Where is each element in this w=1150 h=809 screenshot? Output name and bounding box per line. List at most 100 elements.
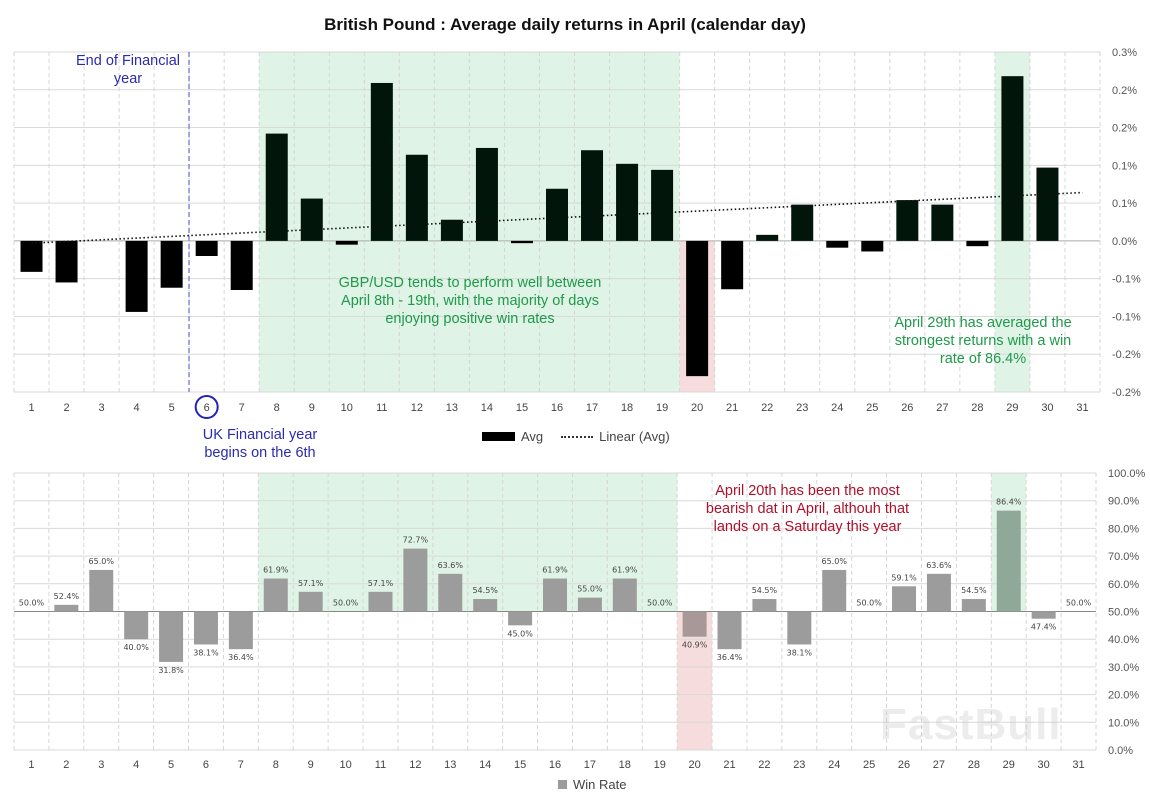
data-label-winrate: 57.1%: [368, 579, 394, 588]
data-label-winrate: 54.5%: [961, 586, 987, 595]
data-label-winrate: 50.0%: [1066, 599, 1092, 608]
data-label-winrate: 61.9%: [612, 566, 638, 575]
x-tick-label: 30: [1041, 402, 1053, 414]
data-label-winrate: 38.1%: [193, 648, 219, 657]
x-tick-label: 7: [238, 759, 244, 771]
data-label-winrate: 63.6%: [438, 561, 464, 570]
data-label-winrate: 54.5%: [752, 586, 778, 595]
x-tick-label: 16: [549, 759, 561, 771]
y-tick-label: 20.0%: [1108, 690, 1139, 702]
y-tick-label: 0.1%: [1112, 198, 1137, 210]
bar-winrate-day-8: [263, 578, 288, 612]
y-tick-label: 0.3%: [1112, 47, 1137, 59]
bar-avg-day-21: [721, 240, 744, 290]
bar-avg-day-1: [20, 240, 43, 272]
x-tick-label: 4: [133, 759, 139, 771]
annotation-gbp-range: GBP/USD tends to perform well between Ap…: [338, 275, 602, 327]
x-tick-label: 29: [1003, 759, 1015, 771]
trendline-linear-avg: [31, 191, 1083, 244]
bar-avg-day-2: [55, 240, 78, 283]
y-tick-label: 0.0%: [1108, 745, 1133, 757]
x-tick-label: 21: [723, 759, 735, 771]
bar-winrate-day-27: [926, 573, 951, 612]
y-tick-label: 0.2%: [1112, 85, 1137, 97]
data-label-winrate: 72.7%: [403, 536, 429, 545]
bar-avg-day-29: [1001, 76, 1024, 241]
x-tick-label: 12: [409, 759, 421, 771]
data-label-winrate: 50.0%: [19, 599, 45, 608]
legend-top: Avg Linear (Avg): [482, 429, 670, 444]
annotation-end-fy: End of Financial year: [76, 53, 180, 87]
data-label-winrate: 61.9%: [542, 566, 568, 575]
legend-avg-swatch: [482, 432, 515, 441]
bar-avg-day-18: [616, 163, 639, 241]
y-tick-label: -0.2%: [1112, 387, 1141, 399]
y-tick-label: 90.0%: [1108, 496, 1139, 508]
x-tick-label: 31: [1072, 759, 1084, 771]
x-tick-label: 8: [273, 759, 279, 771]
bar-winrate-day-12: [403, 548, 428, 612]
x-tick-label: 3: [98, 759, 104, 771]
bar-winrate-day-5: [159, 611, 184, 662]
y-tick-label: 0.0%: [1112, 236, 1137, 248]
data-label-winrate: 50.0%: [333, 599, 359, 608]
bar-winrate-day-4: [124, 611, 149, 640]
x-tick-label: 18: [619, 759, 631, 771]
x-tick-label: 9: [309, 402, 315, 414]
data-label-winrate: 50.0%: [647, 599, 673, 608]
bar-winrate-day-30: [1031, 611, 1056, 619]
y-tick-label: 100.0%: [1108, 468, 1146, 480]
y-tick-label: -0.2%: [1112, 349, 1141, 361]
bar-winrate-day-28: [961, 599, 986, 612]
x-tick-label: 17: [584, 759, 596, 771]
y-tick-label: -0.1%: [1112, 274, 1141, 286]
bar-avg-day-8: [265, 133, 288, 241]
x-tick-label: 15: [514, 759, 526, 771]
x-tick-label: 14: [481, 402, 493, 414]
x-tick-label: 5: [169, 402, 175, 414]
legend-avg-label: Avg: [521, 429, 544, 444]
annotation-apr20: April 20th has been the most bearish dat…: [705, 483, 910, 535]
data-label-winrate: 61.9%: [263, 566, 289, 575]
bar-avg-day-22: [756, 234, 779, 241]
data-label-winrate: 40.0%: [123, 643, 149, 652]
bar-winrate-day-17: [577, 597, 602, 612]
legend-linear-swatch: [561, 435, 594, 438]
y-tick-label: 70.0%: [1108, 551, 1139, 563]
legend-winrate-swatch: [558, 780, 567, 789]
circled-day-6: [194, 395, 219, 419]
annotation-apr29: April 29th has averaged the strongest re…: [894, 315, 1072, 367]
data-label-winrate: 40.9%: [682, 641, 708, 650]
bar-avg-day-30: [1036, 167, 1059, 241]
x-tick-label: 19: [654, 759, 666, 771]
bar-avg-day-20: [686, 240, 709, 377]
bar-winrate-day-24: [822, 569, 847, 612]
bar-avg-day-23: [791, 204, 814, 241]
bar-winrate-day-15: [508, 611, 533, 626]
x-tick-label: 17: [586, 402, 598, 414]
bar-winrate-day-7: [228, 611, 253, 650]
bar-avg-day-5: [160, 240, 183, 288]
bar-avg-day-10: [335, 240, 358, 245]
data-label-winrate: 31.8%: [158, 666, 184, 675]
x-tick-label: 6: [203, 759, 209, 771]
x-tick-label: 30: [1038, 759, 1050, 771]
x-tick-label: 23: [796, 402, 808, 414]
bar-winrate-day-14: [473, 599, 498, 612]
watermark: FastBull: [880, 700, 1062, 749]
x-tick-label: 22: [758, 759, 770, 771]
annotation-uk-fy: UK Financial year begins on the 6th: [202, 427, 318, 461]
x-tick-label: 22: [761, 402, 773, 414]
x-tick-label: 14: [479, 759, 491, 771]
bar-avg-day-26: [896, 200, 919, 241]
x-tick-label: 24: [831, 402, 843, 414]
legend-linear-label: Linear (Avg): [599, 429, 670, 444]
bar-winrate-day-21: [717, 611, 742, 650]
y-tick-label: 10.0%: [1108, 717, 1139, 729]
bar-avg-day-25: [861, 240, 884, 252]
bar-avg-day-15: [510, 240, 533, 244]
x-tick-label: 7: [239, 402, 245, 414]
bar-winrate-day-20: [682, 611, 707, 637]
x-tick-label: 9: [308, 759, 314, 771]
